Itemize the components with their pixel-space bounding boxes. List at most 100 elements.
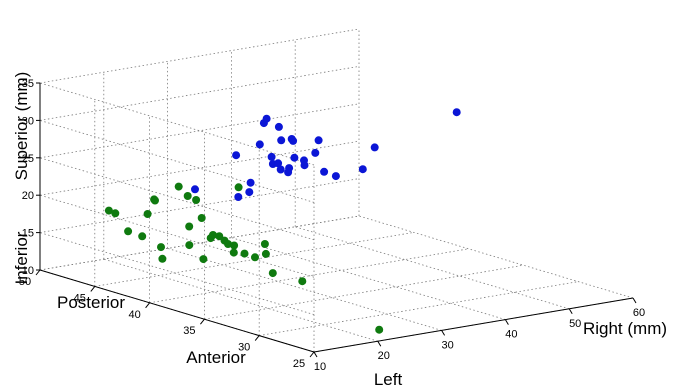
- data-point: [251, 253, 259, 262]
- data-point: [276, 165, 285, 174]
- z-tick-label: 35: [22, 78, 34, 90]
- data-point: [260, 240, 269, 248]
- data-point: [197, 214, 206, 222]
- x-tick-mark: [504, 319, 509, 325]
- data-point: [234, 183, 243, 192]
- data-point: [124, 227, 133, 236]
- x-tick-label: 50: [569, 318, 581, 330]
- data-point: [185, 222, 194, 231]
- y-tick-mark: [145, 302, 150, 309]
- y-tick-mark: [90, 286, 96, 292]
- z-tick-label: 10: [22, 265, 34, 277]
- grid-layer: [39, 28, 634, 353]
- data-point: [268, 269, 277, 278]
- floor-grid-x: [103, 258, 378, 342]
- x-tick-label: 20: [378, 350, 390, 362]
- data-point: [375, 325, 384, 334]
- data-point: [370, 143, 379, 152]
- x-tick-mark: [568, 308, 573, 315]
- y-tick-mark: [35, 269, 41, 276]
- x-tick-label: 60: [633, 307, 645, 319]
- x-tick-mark: [632, 297, 637, 304]
- data-point: [104, 206, 113, 215]
- data-point: [284, 168, 293, 177]
- x-tick-mark: [377, 340, 382, 347]
- data-point: [151, 196, 159, 205]
- axis-labels: Left Right (mm) Anterior Posterior Inferior S…: [12, 72, 667, 389]
- data-point: [224, 240, 232, 248]
- data-point: [138, 232, 147, 241]
- side-grid-z: [39, 82, 315, 166]
- data-point: [157, 243, 165, 252]
- data-point: [143, 210, 152, 218]
- data-point: [277, 136, 286, 145]
- data-point: [300, 161, 309, 170]
- side-grid-z: [39, 194, 315, 278]
- floor-grid-x: [358, 215, 634, 299]
- y-label-low: Anterior: [186, 348, 246, 367]
- data-point: [290, 153, 299, 162]
- x-tick-label: 10: [314, 361, 326, 373]
- data-point: [174, 182, 183, 191]
- z-label-high: Superior (mm): [12, 72, 31, 181]
- data-point: [452, 108, 461, 117]
- data-point: [287, 135, 296, 143]
- data-point: [234, 193, 243, 201]
- y-tick-mark: [254, 335, 260, 341]
- data-point: [267, 152, 276, 161]
- data-point: [274, 159, 283, 168]
- y-tick-label: 35: [183, 325, 195, 337]
- y-tick-mark: [200, 318, 205, 325]
- z-tick-label: 20: [22, 190, 34, 202]
- data-point: [274, 122, 283, 131]
- data-point: [199, 255, 208, 264]
- data-point: [206, 234, 215, 243]
- data-point: [240, 249, 249, 258]
- data-point: [192, 196, 201, 204]
- side-grid-z: [39, 157, 315, 241]
- data-point: [245, 188, 254, 197]
- x-tick-mark: [441, 330, 446, 336]
- x-tick-label: 40: [505, 329, 517, 341]
- data-point: [185, 241, 194, 250]
- floor-grid-x: [295, 226, 570, 310]
- data-point: [314, 136, 323, 145]
- data-point: [261, 249, 270, 258]
- data-point: [111, 209, 120, 218]
- data-point: [232, 151, 241, 160]
- y-tick-label: 45: [74, 292, 86, 304]
- x-axis-line: [313, 297, 634, 353]
- floor-grid-y: [204, 264, 524, 320]
- z-tick-label: 15: [22, 228, 34, 240]
- y-tick-label: 50: [19, 276, 31, 288]
- data-point: [331, 172, 340, 181]
- data-point: [298, 277, 307, 286]
- y-tick-label: 30: [238, 342, 250, 354]
- data-point: [158, 254, 167, 263]
- x-tick-label: 30: [441, 339, 453, 351]
- data-point: [262, 114, 271, 123]
- data-point: [255, 140, 264, 149]
- y-tick-label: 40: [128, 309, 140, 321]
- data-point: [215, 232, 224, 241]
- data-point: [230, 241, 239, 250]
- floor-grid-y: [259, 281, 579, 336]
- data-point: [358, 165, 367, 174]
- data-point: [246, 178, 255, 187]
- y-label-high: Posterior: [57, 293, 125, 312]
- x-label-high: Right (mm): [583, 319, 667, 338]
- z-tick-label: 30: [22, 115, 34, 127]
- data-point: [311, 148, 320, 157]
- data-point: [320, 167, 329, 176]
- z-label-low: Inferior: [12, 231, 31, 284]
- y-tick-label: 25: [293, 358, 305, 370]
- data-points: [104, 108, 461, 334]
- data-point: [191, 185, 199, 194]
- y-tick-mark: [309, 351, 315, 358]
- x-tick-mark: [313, 351, 318, 358]
- axis-frame: [35, 82, 637, 358]
- z-tick-label: 25: [22, 153, 34, 165]
- data-point: [183, 192, 192, 200]
